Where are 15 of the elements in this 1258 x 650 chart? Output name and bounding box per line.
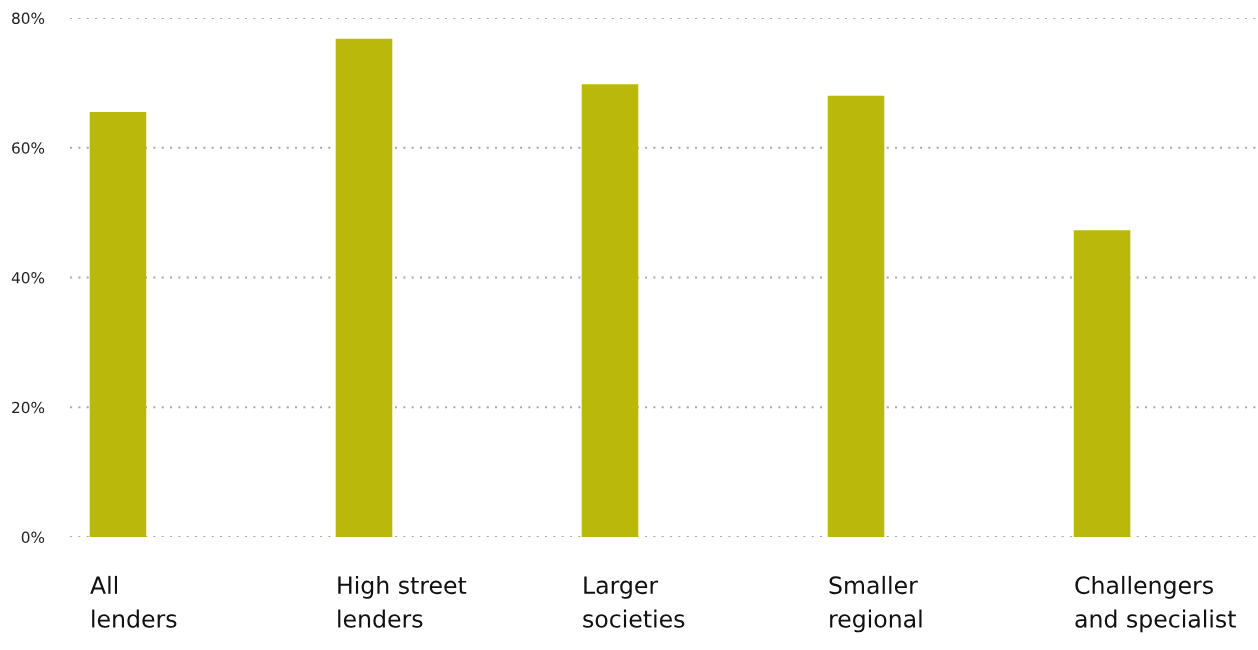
y-tick-label: 0% <box>21 531 45 544</box>
y-tick-label: 20% <box>12 401 45 414</box>
bar <box>89 112 147 537</box>
x-tick-label: Larger societies <box>583 576 685 628</box>
x-tick-label: All lenders <box>90 575 177 628</box>
x-tick-label: High street lenders <box>338 575 467 628</box>
y-tick-label: 60% <box>12 142 45 154</box>
bar <box>581 84 639 537</box>
bar <box>1073 230 1131 537</box>
y-tick-label: 80% <box>12 12 45 25</box>
bar <box>335 38 393 537</box>
x-tick-label: Challengers and specialist <box>1075 575 1236 633</box>
bar <box>827 95 885 537</box>
y-tick-label: 40% <box>11 271 45 284</box>
x-tick-label: Smaller regional <box>829 575 922 633</box>
